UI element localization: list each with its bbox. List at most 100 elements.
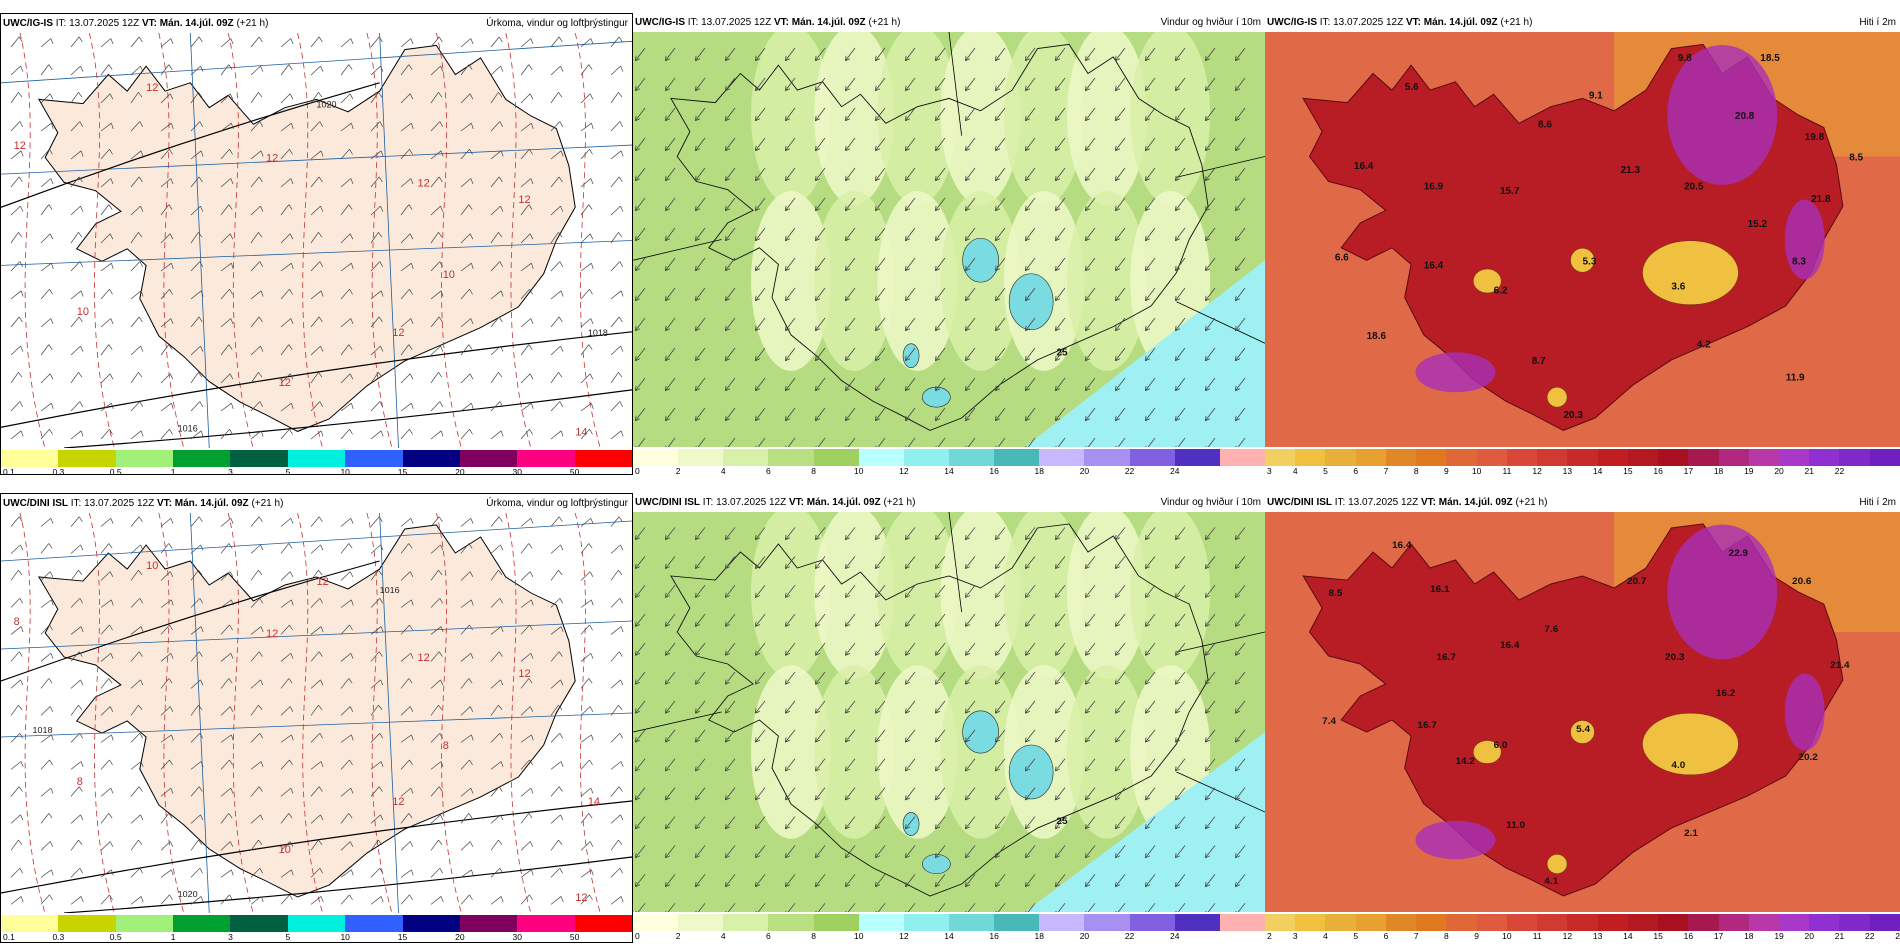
colorbar-swatch <box>903 449 949 466</box>
colorbar-swatch <box>1778 449 1810 466</box>
colorbar-tick-label: 5 <box>1323 466 1328 475</box>
precip-contour <box>297 33 323 448</box>
colorbar-tick-label: 18 <box>1034 931 1045 941</box>
colorbar-swatch <box>1839 449 1870 466</box>
colorbar-tick-label: 30 <box>512 467 522 475</box>
precip-contour <box>227 33 254 448</box>
glacier-gust-area <box>922 386 951 408</box>
colorbar-tick-label: 4 <box>720 931 726 941</box>
lead-time: (+21 h) <box>868 17 901 28</box>
temperature-label: 4.0 <box>1671 760 1685 771</box>
contour-label: 12 <box>417 652 429 664</box>
colorbar-tick-label: 8 <box>1413 466 1419 475</box>
colorbar-tick-label: 5 <box>285 932 291 942</box>
colorbar-swatch <box>1597 449 1628 466</box>
colorbar-tick-label: 15 <box>1653 931 1663 941</box>
colorbar-swatch <box>58 450 116 467</box>
panel-title: UWC/DINI ISL IT: 13.07.2025 12Z VT: Mán.… <box>1265 493 1900 512</box>
colorbar-swatch <box>1688 914 1719 931</box>
temperature-label: 15.2 <box>1748 219 1768 230</box>
colorbar-swatch <box>768 914 814 931</box>
colorbar-tick-label: 3 <box>228 467 233 475</box>
colorbar-swatch <box>1174 914 1220 931</box>
isobar <box>1 800 632 894</box>
contour-label: 12 <box>392 327 404 339</box>
precip-contour <box>158 513 185 913</box>
colorbar-tick-label: 10 <box>1471 466 1482 475</box>
contour-label: 8 <box>14 616 20 628</box>
colorbar-tick-label: 15 <box>1623 466 1633 475</box>
warm-zone <box>1415 352 1496 393</box>
panel-title: UWC/IG-IS IT: 13.07.2025 12Z VT: Mán. 14… <box>633 13 1265 32</box>
precip-contour <box>297 513 323 913</box>
temperature-label: 8.5 <box>1849 153 1863 164</box>
model-name: UWC/IG-IS <box>635 17 685 28</box>
colorbar-tick-label: 9 <box>1444 466 1449 475</box>
temperature-label: 2.1 <box>1684 828 1698 839</box>
graticule-line <box>189 33 210 448</box>
lead-time: (+21 h) <box>1515 497 1548 508</box>
colorbar-swatch <box>723 914 769 931</box>
colorbar-swatch <box>1129 449 1175 466</box>
temperature-label: 11.9 <box>1786 373 1805 384</box>
glacier-gust-area <box>1008 273 1054 331</box>
init-time: IT: 13.07.2025 12Z <box>55 18 140 29</box>
colorbar-swatch <box>1778 914 1810 931</box>
colorbar-swatch <box>1627 449 1659 466</box>
colorbar-swatch <box>574 915 632 932</box>
glacier-cold-area <box>1546 386 1568 408</box>
colorbar-tick-label: 24 <box>1169 931 1180 941</box>
precip-contour <box>436 33 462 448</box>
model-name: UWC/DINI ISL <box>3 498 68 509</box>
colorbar-swatch <box>1295 449 1326 466</box>
wind-barbs <box>10 36 624 440</box>
colorbar-swatch <box>1084 449 1130 466</box>
colorbar-tick-label: 14 <box>944 931 954 941</box>
init-time: IT: 13.07.2025 12Z <box>687 17 772 28</box>
model-name: UWC/IG-IS <box>3 18 53 29</box>
colorbar-tick-label: 30 <box>512 932 522 942</box>
vt-label: VT: <box>788 497 804 508</box>
colorbar-tick-label: 13 <box>1592 931 1603 941</box>
contour-label: 10 <box>146 560 158 572</box>
colorbar-tick-label: 10 <box>340 467 350 475</box>
colorbar-swatch <box>633 449 679 466</box>
contour-label: 1016 <box>380 585 400 595</box>
temperature-label: 16.9 <box>1424 182 1444 193</box>
temperature-label: 4.1 <box>1544 876 1558 887</box>
colorbar <box>1 915 632 932</box>
colorbar-swatch <box>1506 449 1538 466</box>
colorbar-swatch <box>1476 914 1507 931</box>
temperature-label: 5.6 <box>1405 82 1419 93</box>
contour-label: 1018 <box>588 328 608 338</box>
temperature-label: 16.7 <box>1417 720 1437 731</box>
colorbar-ticks: 0 2 4 6 8 10 12 14 16 18 20 22 24 <box>633 466 1265 475</box>
colorbar-swatch <box>1748 914 1779 931</box>
precip-contour <box>158 33 185 448</box>
colorbar-ticks: 0 2 4 6 8 10 12 14 16 18 20 22 24 <box>633 931 1265 943</box>
colorbar-swatch <box>287 915 346 932</box>
colorbar-swatch <box>287 450 346 467</box>
precip-contour <box>505 513 532 913</box>
contour-label: 12 <box>266 153 278 165</box>
temperature-label: 22.9 <box>1729 548 1749 559</box>
field-title: Vindur og hviður í 10m <box>1160 497 1261 508</box>
temperature-label: 18.5 <box>1760 53 1780 64</box>
temperature-label: 7.6 <box>1544 624 1558 635</box>
colorbar-tick-label: 9 <box>1474 931 1480 941</box>
colorbar-tick-label: 15 <box>397 467 408 475</box>
colorbar-swatch <box>345 450 403 467</box>
colorbar-swatch <box>1809 914 1840 931</box>
colorbar-tick-label: 8 <box>1444 931 1449 941</box>
init-time: IT: 13.07.2025 12Z <box>70 498 155 509</box>
colorbar-tick-label: 7 <box>1383 466 1389 475</box>
colorbar-swatch <box>1385 449 1417 466</box>
gust-max-label: 25 <box>1056 816 1068 827</box>
colorbar-tick-label: 5 <box>285 467 291 475</box>
graticule-line <box>948 512 963 613</box>
warm-zone <box>1784 199 1825 280</box>
contour-label: 8 <box>443 740 449 752</box>
colorbar-tick-label: 16 <box>989 466 999 475</box>
colorbar-swatch <box>1809 449 1840 466</box>
iceland-landmass <box>37 524 576 898</box>
